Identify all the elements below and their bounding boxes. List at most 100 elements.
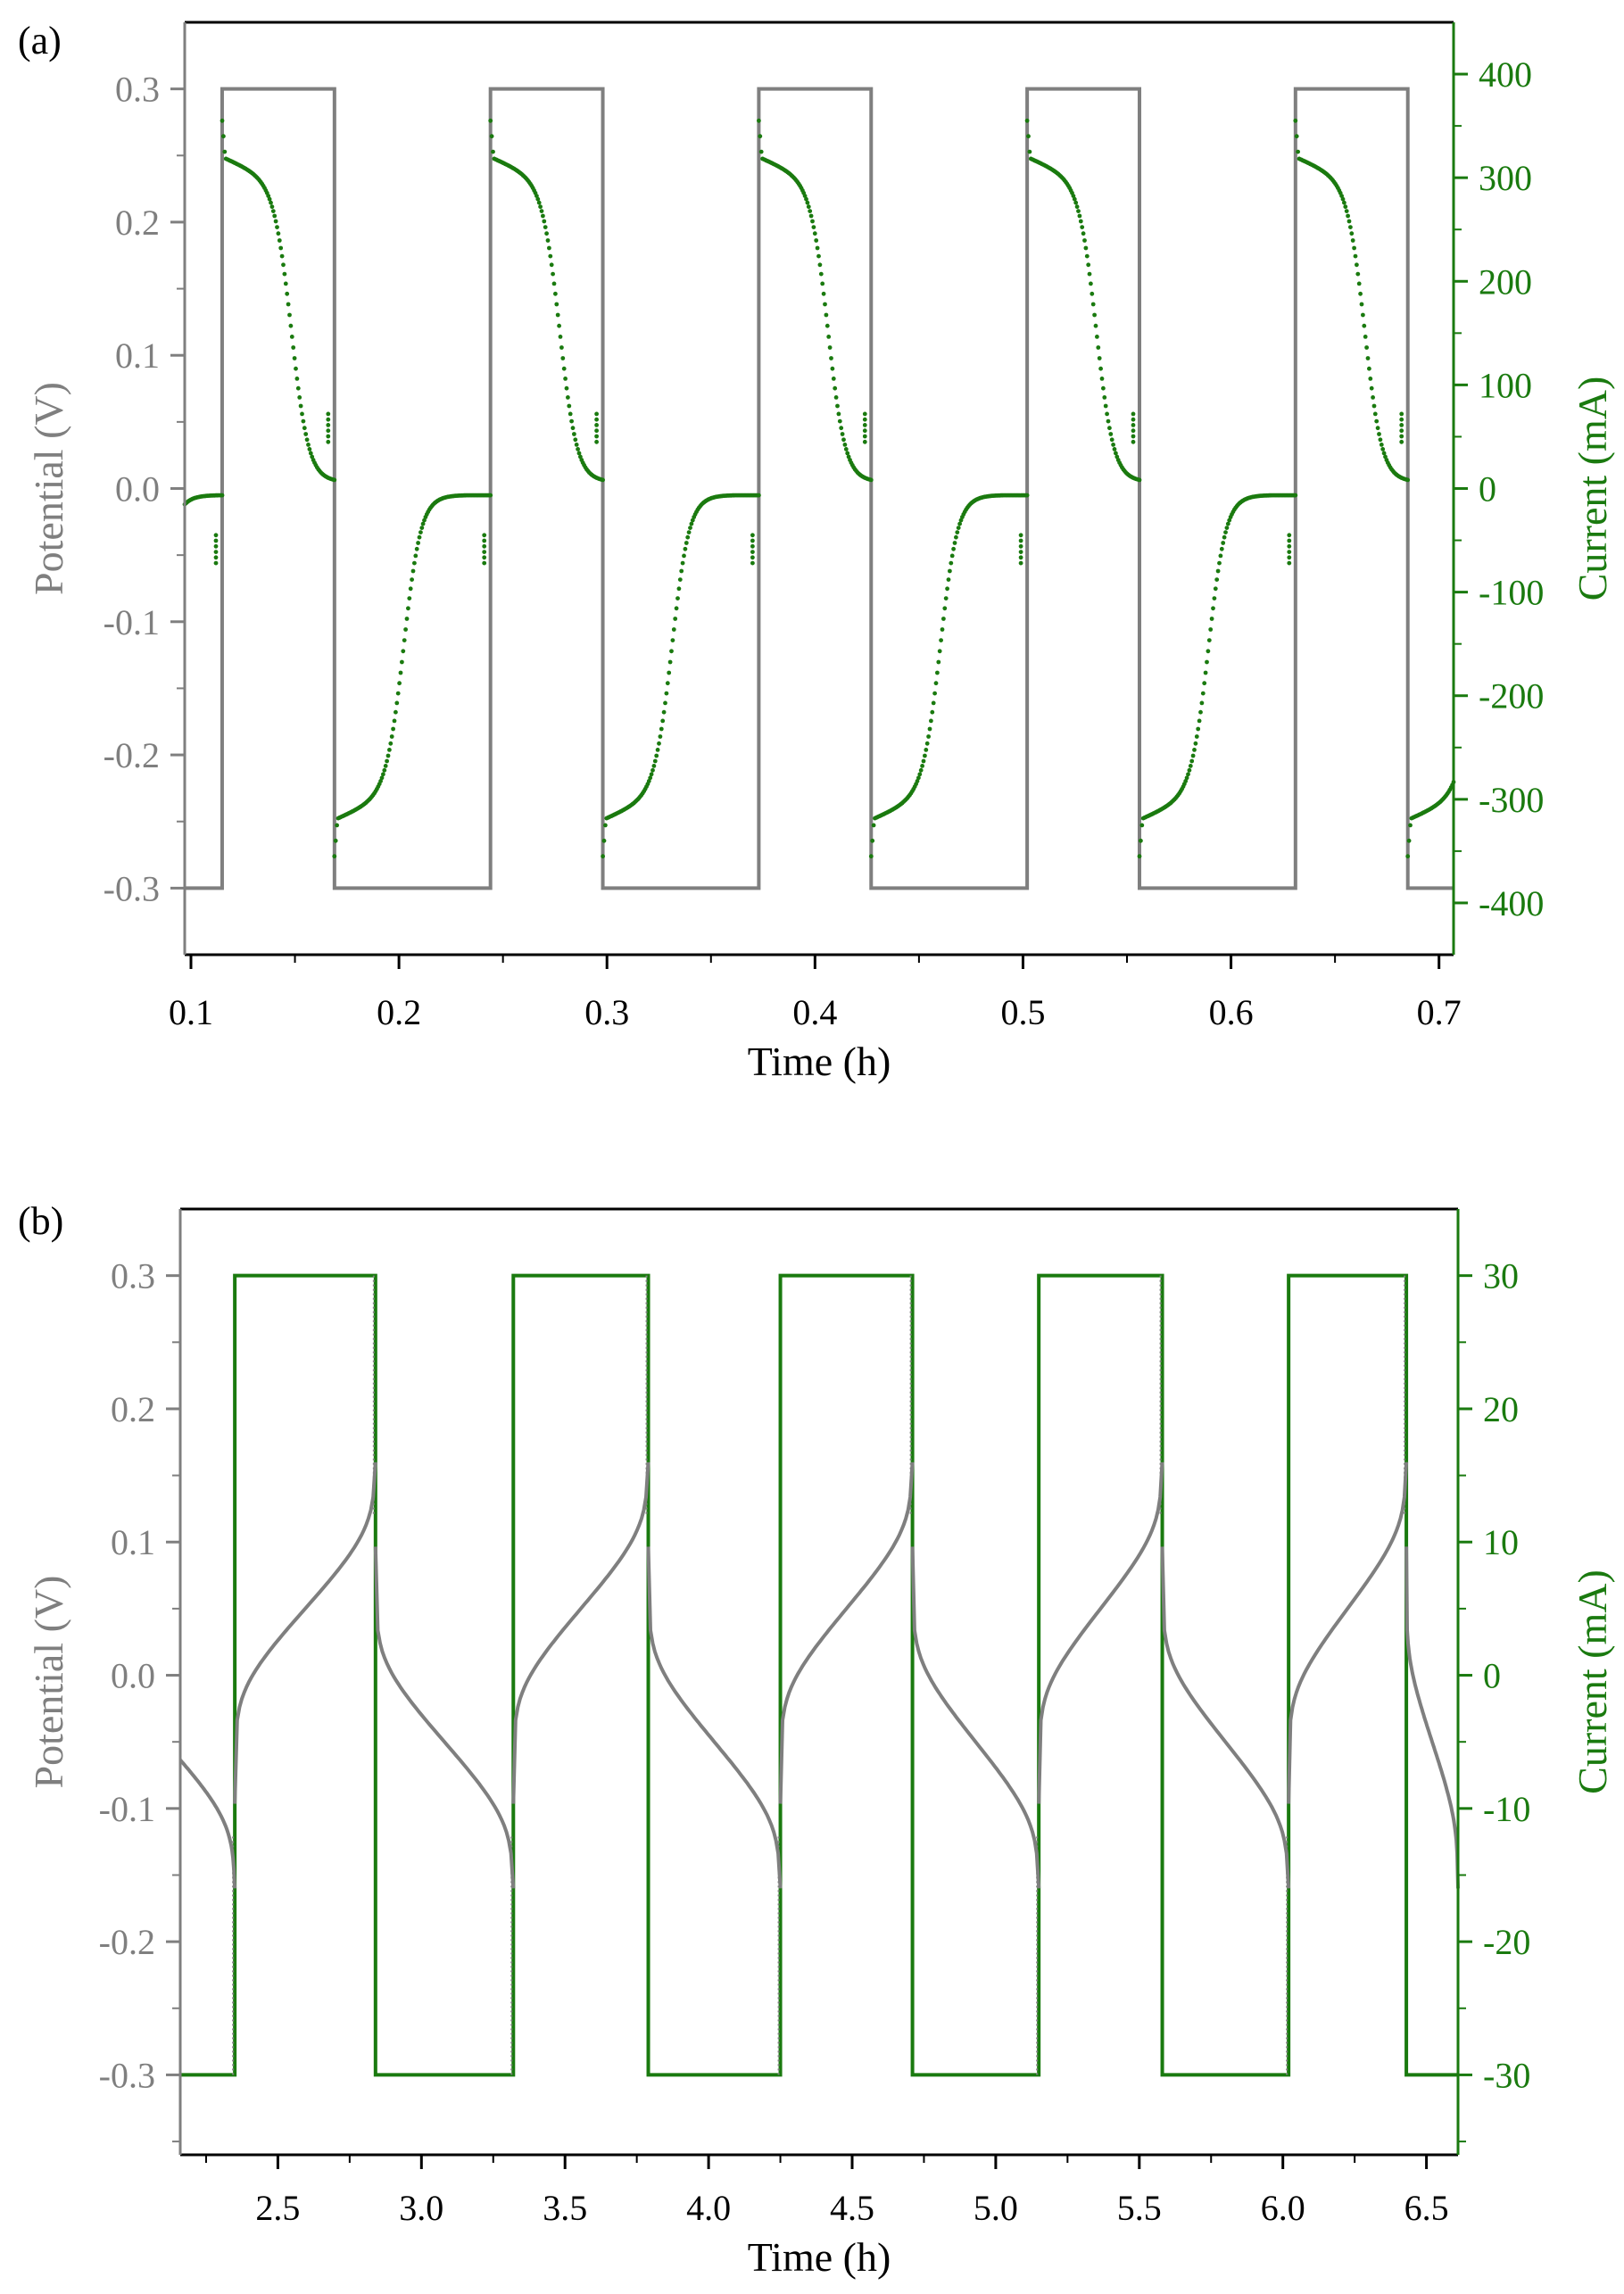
- y-right-tick-label: -400: [1479, 883, 1544, 923]
- current-data-point: [689, 521, 694, 526]
- current-data-point: [688, 526, 692, 530]
- data-series-group: [182, 87, 1456, 890]
- current-data-point: [548, 253, 553, 259]
- current-data-point: [1018, 538, 1023, 543]
- current-data-point: [567, 403, 572, 409]
- current-data-point: [1214, 577, 1220, 582]
- current-data-point: [949, 560, 954, 566]
- current-data-point: [326, 423, 331, 427]
- current-data-point: [757, 118, 761, 123]
- current-data-point: [389, 734, 394, 739]
- current-data-point: [286, 302, 291, 307]
- current-data-point: [829, 356, 833, 360]
- x-tick-label: 0.3: [584, 992, 629, 1032]
- current-data-point: [820, 281, 825, 286]
- current-data-point: [1080, 225, 1085, 229]
- current-data-point: [843, 447, 849, 451]
- current-data-point: [1399, 428, 1404, 434]
- current-data-point: [1131, 417, 1136, 422]
- current-data-point: [279, 253, 285, 259]
- current-data-point: [553, 291, 558, 296]
- x-tick-label: 0.5: [1000, 992, 1045, 1032]
- current-data-point: [1087, 271, 1092, 277]
- current-data-point: [285, 291, 290, 296]
- current-data-point: [1372, 411, 1378, 417]
- current-data-point: [1131, 439, 1136, 444]
- potential-square-wave: [185, 87, 1454, 890]
- current-data-point: [291, 345, 296, 350]
- current-data-point: [677, 577, 683, 582]
- current-data-point: [1131, 411, 1136, 417]
- current-data-point: [1339, 194, 1344, 199]
- current-data-point: [576, 447, 580, 451]
- current-data-point: [1399, 417, 1404, 422]
- current-data-point: [1371, 395, 1375, 400]
- current-data-point: [574, 443, 579, 447]
- panel-label: (a): [18, 19, 62, 62]
- current-data-point: [392, 718, 397, 724]
- current-data-point: [663, 700, 667, 706]
- current-data-point: [1137, 477, 1142, 483]
- current-data-point: [414, 546, 419, 551]
- current-data-point: [1219, 546, 1224, 551]
- current-data-point: [394, 700, 400, 706]
- current-data-point: [568, 411, 573, 417]
- current-data-point: [482, 560, 487, 566]
- current-data-point: [213, 543, 219, 549]
- current-data-point: [1342, 200, 1346, 205]
- current-data-point: [283, 281, 288, 286]
- current-data-point: [683, 546, 688, 551]
- current-data-point: [916, 775, 921, 781]
- current-data-point: [808, 213, 814, 219]
- current-data-point: [335, 823, 339, 828]
- current-data-point: [1221, 541, 1226, 545]
- current-data-point: [539, 209, 544, 214]
- current-data-point: [660, 718, 666, 724]
- current-data-point: [652, 758, 658, 764]
- current-data-point: [757, 493, 761, 498]
- current-data-point: [1131, 428, 1136, 434]
- current-data-point: [1197, 718, 1202, 724]
- y-left-tick-label: -0.3: [104, 868, 160, 908]
- current-data-point: [806, 204, 811, 210]
- current-data-point: [1105, 411, 1109, 417]
- current-data-point: [940, 627, 945, 632]
- current-data-point: [538, 204, 543, 210]
- current-data-point: [690, 518, 695, 523]
- current-data-point: [862, 428, 867, 434]
- current-data-point: [601, 477, 605, 483]
- current-data-point: [381, 772, 385, 777]
- panel-b-chart: (b) 2.5 3.0 3.5 4.0 4.5 5.0 5.5 6.0 6.5 0.3 0.2 0.1 0…: [18, 1199, 1615, 2280]
- current-data-point: [402, 638, 407, 642]
- current-data-point: [482, 533, 487, 538]
- current-data-point: [1018, 550, 1023, 554]
- current-data-point: [833, 385, 838, 391]
- current-data-point: [566, 395, 570, 400]
- current-data-point: [1213, 586, 1218, 592]
- current-data-point: [830, 366, 835, 371]
- current-data-point: [391, 726, 395, 732]
- current-data-point: [388, 741, 394, 746]
- current-data-point: [1093, 323, 1098, 328]
- current-data-point: [871, 823, 876, 828]
- current-data-point: [213, 550, 219, 554]
- x-axis-title: Time (h): [748, 1039, 891, 1084]
- x-tick-label: 2.5: [255, 2188, 300, 2228]
- current-data-point: [862, 439, 867, 444]
- current-data-point: [287, 312, 292, 318]
- current-data-point: [1217, 560, 1222, 566]
- current-data-point: [1099, 377, 1105, 381]
- current-data-point: [220, 118, 225, 123]
- current-data-point: [267, 196, 272, 202]
- current-data-point: [929, 718, 933, 724]
- current-data-point: [561, 366, 567, 371]
- current-data-point: [491, 149, 495, 154]
- current-data-point: [404, 617, 410, 621]
- current-data-point: [1189, 758, 1195, 764]
- current-data-point: [288, 323, 294, 328]
- current-data-point: [289, 335, 294, 339]
- current-data-point: [282, 271, 287, 277]
- current-data-point: [482, 555, 487, 560]
- y-left-axis-title: Potential (V): [26, 382, 71, 595]
- current-data-point: [1405, 854, 1411, 859]
